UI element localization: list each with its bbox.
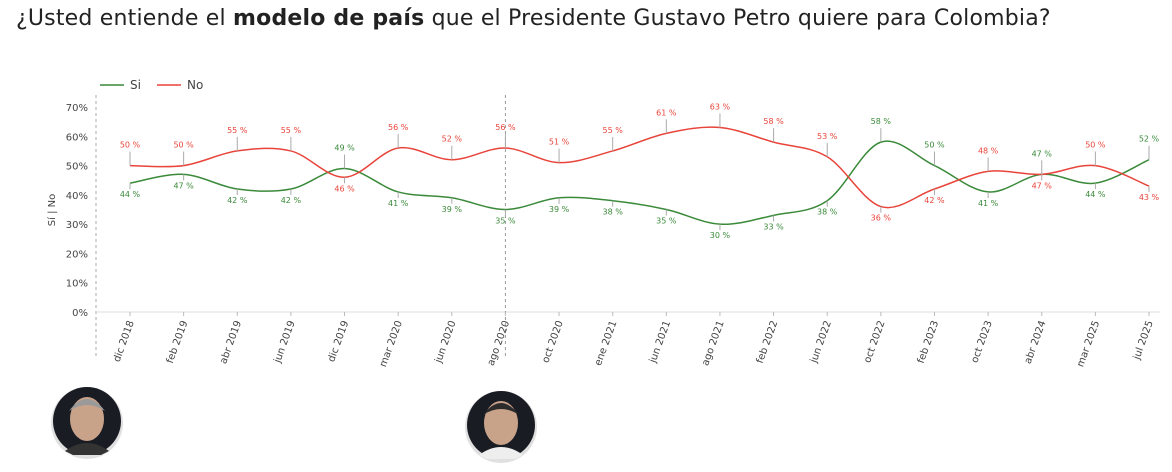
data-label-no: 48 % [978, 146, 999, 155]
data-label-si: 47 % [1032, 149, 1053, 158]
y-tick-label: 0% [72, 308, 88, 319]
data-label-no: 51 % [549, 138, 570, 147]
data-label-no: 55 % [603, 126, 624, 135]
data-label-no: 61 % [656, 108, 677, 117]
data-label-no: 55 % [227, 126, 248, 135]
data-label-no: 50 % [173, 141, 194, 150]
data-label-no: 47 % [1032, 181, 1053, 190]
data-label-no: 53 % [817, 132, 838, 141]
y-axis-label: Sí | No [46, 194, 58, 226]
x-tick-label: ago 2020 [486, 319, 512, 367]
legend-label-no: No [187, 78, 203, 92]
x-tick-label: feb 2023 [916, 319, 942, 365]
data-label-si: 49 % [334, 144, 355, 153]
x-tick-label: mar 2025 [1075, 319, 1102, 368]
x-tick-label: oct 2020 [540, 319, 565, 364]
y-tick-label: 70% [66, 103, 88, 114]
data-label-si: 39 % [549, 205, 570, 214]
data-label-si: 38 % [603, 208, 624, 217]
x-tick-label: abr 2024 [1023, 319, 1049, 365]
data-label-no: 43 % [1139, 193, 1160, 202]
y-tick-label: 40% [66, 191, 88, 202]
data-label-no: 58 % [763, 117, 784, 126]
y-tick-label: 60% [66, 132, 88, 143]
data-label-si: 33 % [763, 222, 784, 231]
series-line-si [129, 140, 1150, 225]
title-bold-text: modelo de país [233, 6, 425, 31]
title-text-end: que el Presidente Gustavo Petro quiere p… [424, 6, 1051, 31]
data-label-si: 44 % [120, 190, 141, 199]
x-tick-label: mar 2020 [378, 319, 405, 368]
data-label-si: 44 % [1085, 190, 1106, 199]
data-label-si: 35 % [495, 217, 516, 226]
data-label-si: 42 % [227, 196, 248, 205]
data-label-si: 52 % [1139, 135, 1160, 144]
gustavo-petro-avatar-hair [483, 403, 519, 415]
x-tick-label: jun 2022 [808, 319, 834, 365]
data-label-si: 41 % [388, 199, 409, 208]
chart-title: ¿Usted entiende el modelo de país que el… [16, 6, 1051, 31]
x-tick-label: ago 2021 [700, 319, 726, 367]
y-tick-label: 10% [66, 279, 88, 290]
x-tick-label: oct 2023 [969, 319, 994, 364]
data-label-si: 30 % [710, 231, 731, 240]
data-label-si: 47 % [173, 181, 194, 190]
data-label-si: 35 % [656, 217, 677, 226]
x-tick-label: oct 2022 [862, 319, 887, 364]
y-tick-label: 30% [66, 220, 88, 231]
data-label-si: 50 % [924, 141, 945, 150]
data-label-si: 41 % [978, 199, 999, 208]
gustavo-petro-avatar-shirt [479, 447, 523, 459]
x-tick-label: jun 2021 [647, 319, 673, 365]
data-label-no: 46 % [334, 184, 355, 193]
data-label-no: 56 % [388, 123, 409, 132]
data-label-no: 63 % [710, 103, 731, 112]
data-label-no: 42 % [924, 196, 945, 205]
data-label-si: 42 % [281, 196, 302, 205]
x-tick-label: feb 2019 [165, 319, 191, 365]
y-tick-label: 50% [66, 162, 88, 173]
data-label-no: 55 % [281, 126, 302, 135]
title-text: ¿Usted entiende el [16, 6, 233, 31]
x-tick-label: abr 2019 [218, 319, 244, 365]
data-label-no: 50 % [1085, 141, 1106, 150]
x-tick-label: jul 2025 [1131, 319, 1156, 362]
y-tick-label: 20% [66, 249, 88, 260]
legend-label-si: Si [130, 78, 141, 92]
x-tick-label: dic 2019 [326, 319, 351, 363]
x-tick-label: jun 2019 [272, 319, 298, 365]
data-label-no: 52 % [442, 135, 463, 144]
gustavo-petro-avatar-face [484, 401, 518, 445]
x-tick-label: dic 2018 [112, 319, 137, 363]
data-label-no: 56 % [495, 123, 516, 132]
ivan-duque-avatar-shirt [65, 443, 109, 455]
ivan-duque-avatar-face [70, 397, 104, 441]
ivan-duque-avatar-hair [69, 399, 105, 411]
x-tick-label: feb 2022 [755, 319, 781, 365]
data-label-si: 39 % [442, 205, 463, 214]
x-tick-label: jun 2020 [433, 319, 459, 365]
data-label-no: 50 % [120, 141, 141, 150]
x-tick-label: ene 2021 [593, 319, 620, 367]
data-label-no: 36 % [871, 214, 892, 223]
data-label-si: 38 % [817, 208, 838, 217]
data-label-si: 58 % [871, 117, 892, 126]
series-line-no [129, 126, 1150, 209]
